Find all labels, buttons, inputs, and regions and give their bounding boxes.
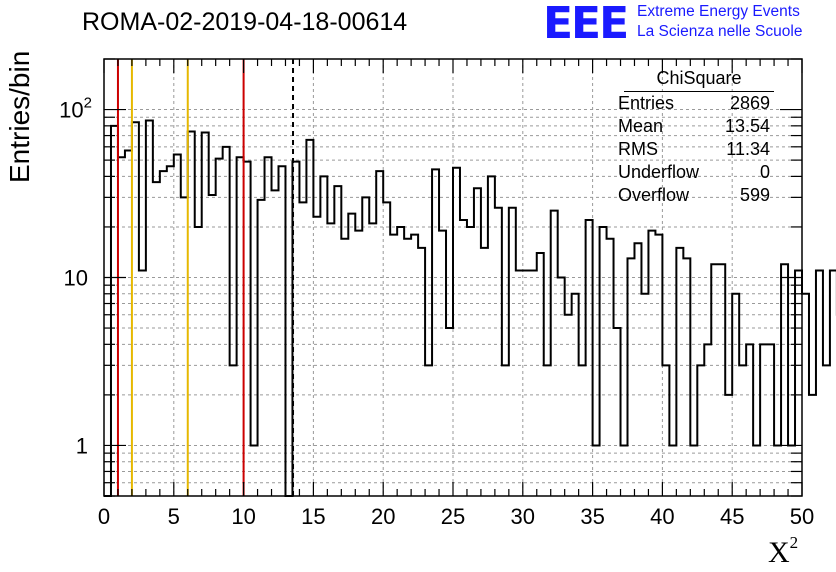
logo-mark: EEE (543, 0, 627, 44)
stats-label: Overflow (618, 185, 690, 205)
stats-label: Mean (618, 116, 664, 136)
eee-logo: EEE (543, 0, 629, 44)
y-tick-label: 102 (59, 95, 92, 123)
x-axis-label-base: X (768, 536, 790, 569)
x-tick-label: 15 (301, 504, 325, 529)
stats-value: 13.54 (724, 116, 770, 136)
histogram-series (104, 119, 836, 497)
x-tick-label: 45 (720, 504, 744, 529)
x-tick-label: 20 (371, 504, 395, 529)
x-tick-label: 0 (98, 504, 110, 529)
stats-label: RMS (618, 139, 658, 159)
x-tick-label: 10 (231, 504, 255, 529)
stats-value: 599 (739, 185, 770, 205)
y-tick-label: 1 (76, 433, 88, 458)
x-tick-label: 35 (580, 504, 604, 529)
stats-row-underflow: Underflow 0 (614, 161, 774, 184)
chart-title: ROMA-02-2019-04-18-00614 (82, 8, 408, 36)
x-tick-label: 50 (790, 504, 814, 529)
stats-title: ChiSquare (624, 68, 774, 92)
y-axis-label: Entries/bin (4, 50, 35, 183)
logo-line-1: Extreme Energy Events (637, 3, 800, 20)
x-tick-label: 30 (511, 504, 535, 529)
stats-row-mean: Mean 13.54 (614, 115, 774, 138)
x-tick-label: 40 (650, 504, 674, 529)
stats-value: 0 (759, 162, 770, 182)
logo-caption: Extreme Energy Events La Scienza nelle S… (637, 2, 802, 42)
stats-value: 11.34 (726, 139, 770, 159)
stats-row-entries: Entries 2869 (614, 92, 774, 115)
y-tick-label: 10 (64, 266, 88, 291)
x-axis-label: X2 (768, 533, 798, 570)
stats-value: 2869 (729, 93, 770, 113)
logo-line-2: La Scienza nelle Scuole (637, 23, 803, 40)
x-tick-label: 5 (168, 504, 180, 529)
x-tick-label: 25 (441, 504, 465, 529)
stats-label: Entries (618, 93, 675, 113)
stats-box: ChiSquare Entries 2869 Mean 13.54 RMS 11.34… (614, 68, 774, 207)
x-axis-label-sup: 2 (789, 533, 799, 552)
stats-label: Underflow (618, 162, 700, 182)
stats-row-overflow: Overflow 599 (614, 184, 774, 207)
stats-row-rms: RMS 11.34 (614, 138, 774, 161)
